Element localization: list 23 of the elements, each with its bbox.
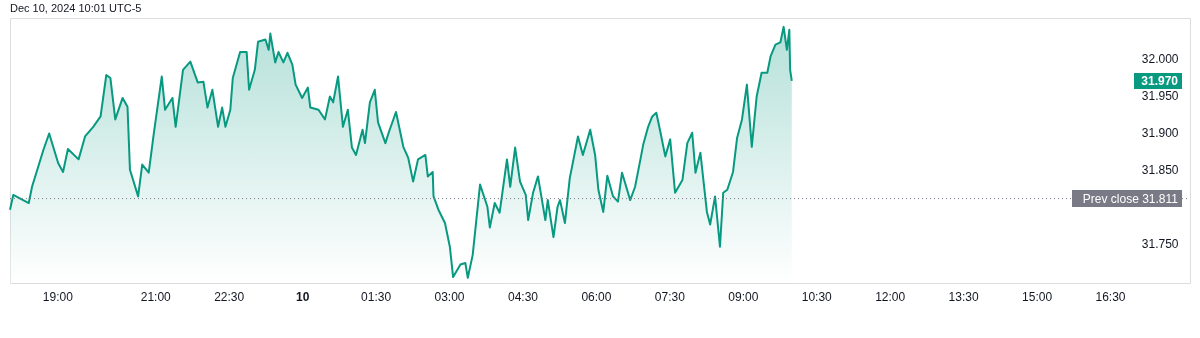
x-tick-label: 22:30 [214,289,245,304]
annotation: 31.970 [1141,73,1179,88]
y-tick-label: 31.950 [1141,89,1179,104]
x-tick-label: 07:30 [654,289,686,304]
y-tick-label: 31.900 [1141,126,1179,141]
x-tick-label: 15:00 [1022,289,1053,304]
x-tick-label: 01:30 [361,289,392,304]
x-tick-label: 19:00 [42,289,74,304]
x-tick-label: 10 [295,289,310,304]
x-tick-label: 04:30 [507,289,539,304]
x-tick-label: 09:00 [728,289,759,304]
ref-line-label: Prev close 31.811 [1082,191,1179,206]
x-tick-label: 12:00 [875,289,906,304]
y-tick-label: 31.750 [1141,237,1179,252]
y-tick-label: 31.850 [1141,163,1179,178]
chart-title: Dec 10, 2024 10:01 UTC-5 [10,2,142,14]
x-tick-label: 06:00 [581,289,612,304]
x-tick-label: 21:00 [140,289,172,304]
x-tick-label: 16:30 [1095,289,1126,304]
x-tick-label: 03:00 [434,289,465,304]
y-tick-label: 32.000 [1141,52,1179,67]
x-tick-label: 13:30 [948,289,979,304]
x-tick-label: 10:30 [801,289,833,304]
